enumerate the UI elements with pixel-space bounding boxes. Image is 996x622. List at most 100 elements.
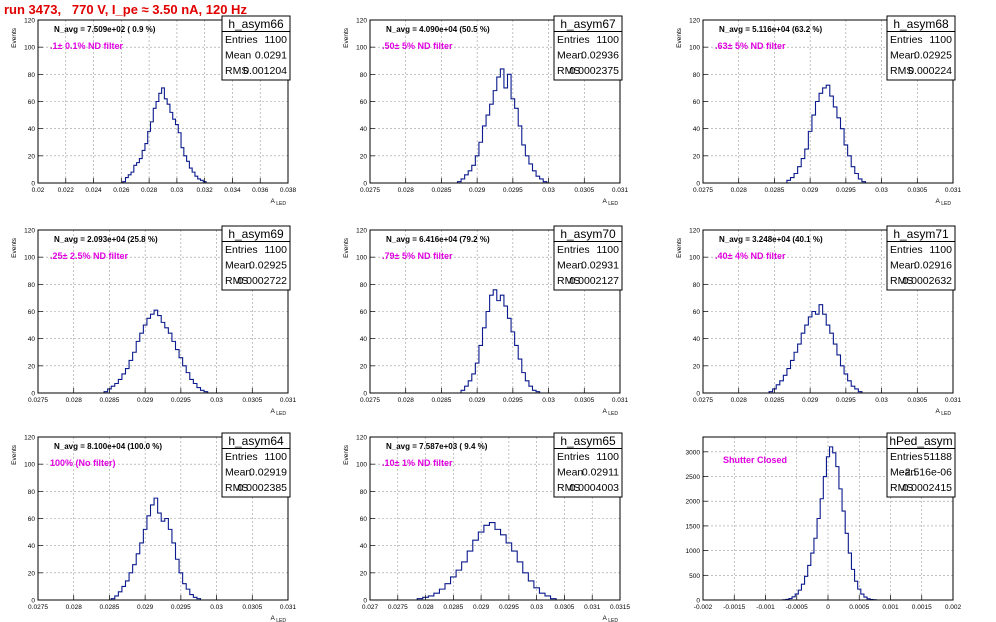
x-tick-label: 0.028 xyxy=(398,397,415,404)
filter-label: Shutter Closed xyxy=(723,455,787,465)
x-axis-title: A LED xyxy=(270,408,286,417)
stats-key-rms: RMS xyxy=(225,65,248,77)
y-tick-label: 100 xyxy=(24,255,35,262)
x-tick-label: 0.029 xyxy=(469,187,486,194)
stats-key-rms: RMS xyxy=(557,65,580,77)
y-tick-label: 40 xyxy=(360,336,368,343)
y-tick-label: 0 xyxy=(363,181,367,188)
y-tick-label: 2500 xyxy=(686,474,701,481)
y-tick-label: 100 xyxy=(356,462,367,469)
x-tick-label: -0.0015 xyxy=(723,604,745,611)
y-tick-label: 80 xyxy=(28,72,36,79)
x-tick-label: 0.031 xyxy=(612,397,629,404)
histogram-line xyxy=(103,309,209,393)
y-tick-label: 20 xyxy=(28,570,36,577)
stats-key-entries: Entries xyxy=(225,34,258,46)
stats-value-mean: 0.02936 xyxy=(581,50,619,62)
stats-key-mean: Mean xyxy=(557,467,583,479)
y-tick-label: 60 xyxy=(28,99,36,106)
y-tick-label: 40 xyxy=(693,126,701,133)
histogram-line xyxy=(110,497,202,600)
stats-box: h_asym70 Entries 1100 Mean0.02931RMS0.00021… xyxy=(553,225,623,291)
histogram-name: h_asym68 xyxy=(893,17,949,31)
y-tick-label: 0 xyxy=(363,598,367,605)
x-tick-label: 0.0285 xyxy=(431,187,451,194)
x-tick-label: 0.0295 xyxy=(171,397,191,404)
y-tick-label: 20 xyxy=(28,363,36,370)
y-tick-label: 40 xyxy=(360,126,368,133)
x-tick-label: 0.028 xyxy=(66,604,83,611)
stats-box: h_asym69 Entries 1100 Mean0.02925RMS0.00027… xyxy=(221,225,291,291)
page-title: run 3473, 770 V, I_pe ≈ 3.50 nA, 120 Hz xyxy=(4,2,247,17)
stats-key-mean: Mean xyxy=(890,467,916,479)
stats-value-entries: 1100 xyxy=(264,451,287,463)
x-tick-label: 0.028 xyxy=(398,187,415,194)
stats-key-rms: RMS xyxy=(890,65,913,77)
stats-key-entries: Entries xyxy=(225,244,258,256)
x-tick-label: 0.0295 xyxy=(836,397,856,404)
x-tick-label: 0.0305 xyxy=(907,397,927,404)
stats-key-rms: RMS xyxy=(225,275,248,287)
stats-key-mean: Mean xyxy=(890,50,916,62)
histogram-name: h_asym67 xyxy=(560,17,616,31)
stats-value-rms: 0.001204 xyxy=(243,65,287,77)
stats-value-mean: 0.02919 xyxy=(249,467,287,479)
stats-value-mean: 0.02916 xyxy=(914,260,952,272)
x-tick-label: 0.0295 xyxy=(171,604,191,611)
stats-key-mean: Mean xyxy=(225,260,251,272)
histogram-name: h_asym64 xyxy=(228,434,284,448)
x-tick-label: 0.0315 xyxy=(610,604,630,611)
x-tick-label: 0.0015 xyxy=(912,604,932,611)
x-tick-label: 0.031 xyxy=(584,604,601,611)
y-tick-label: 120 xyxy=(689,228,700,235)
histogram-panel: -0.002 -0.0015 -0.001 -0.0005 0 0.0005 0.001 0.… xyxy=(686,432,962,611)
stats-box: h_asym71 Entries 1100 Mean0.02916RMS0.00026… xyxy=(886,225,956,291)
stats-value-mean: 0.0291 xyxy=(255,50,287,62)
navg-label: N_avg = 5.116e+04 (63.2 %) xyxy=(719,25,823,34)
x-tick-label: 0.031 xyxy=(945,397,962,404)
y-tick-label: 60 xyxy=(360,516,368,523)
y-tick-label: 40 xyxy=(28,126,36,133)
navg-label: N_avg = 4.090e+04 (50.5 %) xyxy=(386,25,490,34)
y-axis-title: Events xyxy=(11,27,18,48)
histogram-panel: 0.0275 0.028 0.0285 0.029 0.0295 0.03 0.0305 0.… xyxy=(11,432,297,622)
stats-box: hPed_asym Entries 51188 Mean-2.516e-06 RMS0.… xyxy=(886,432,956,498)
y-tick-label: 20 xyxy=(360,570,368,577)
x-tick-label: 0.029 xyxy=(137,604,154,611)
x-tick-label: 0.031 xyxy=(612,187,629,194)
y-tick-label: 0 xyxy=(31,598,35,605)
x-tick-label: 0.0275 xyxy=(28,397,48,404)
y-tick-label: 20 xyxy=(360,363,368,370)
x-tick-label: 0.029 xyxy=(802,397,819,404)
y-tick-label: 60 xyxy=(693,99,701,106)
stats-box: h_asym65 Entries 1100 Mean0.02911RMS0.00040… xyxy=(553,432,623,498)
stats-key-entries: Entries xyxy=(557,244,590,256)
x-tick-label: 0.029 xyxy=(473,604,490,611)
navg-label: N_avg = 8.100e+04 (100.0 %) xyxy=(54,442,162,451)
x-tick-label: 0.0275 xyxy=(388,604,408,611)
stats-value-entries: 1100 xyxy=(264,34,287,46)
y-axis-title: Events xyxy=(11,444,18,465)
y-tick-label: 0 xyxy=(696,391,700,398)
stats-value-entries: 1100 xyxy=(596,34,619,46)
x-axis-title: A LED xyxy=(935,198,951,207)
y-tick-label: 80 xyxy=(693,282,701,289)
stats-key-rms: RMS xyxy=(557,482,580,494)
x-tick-label: 0.0295 xyxy=(499,604,519,611)
y-tick-label: 80 xyxy=(360,72,368,79)
histogram-panel: 0.0275 0.028 0.0285 0.029 0.0295 0.03 0.0305 0.… xyxy=(11,225,297,417)
x-tick-label: 0.022 xyxy=(58,187,75,194)
y-tick-label: 1000 xyxy=(686,548,701,555)
x-tick-label: 0.028 xyxy=(141,187,158,194)
stats-key-entries: Entries xyxy=(890,451,923,463)
x-tick-label: 0.0305 xyxy=(554,604,574,611)
y-tick-label: 40 xyxy=(28,543,36,550)
x-tick-label: 0.028 xyxy=(731,187,748,194)
x-axis-title: A LED xyxy=(935,408,951,417)
x-tick-label: 0.001 xyxy=(882,604,899,611)
stats-value-rms: 0.000224 xyxy=(908,65,952,77)
stats-value-rms: 0.0002385 xyxy=(237,482,287,494)
y-tick-label: 100 xyxy=(356,45,367,52)
y-axis-title: Events xyxy=(676,237,683,258)
x-tick-label: -0.002 xyxy=(694,604,713,611)
